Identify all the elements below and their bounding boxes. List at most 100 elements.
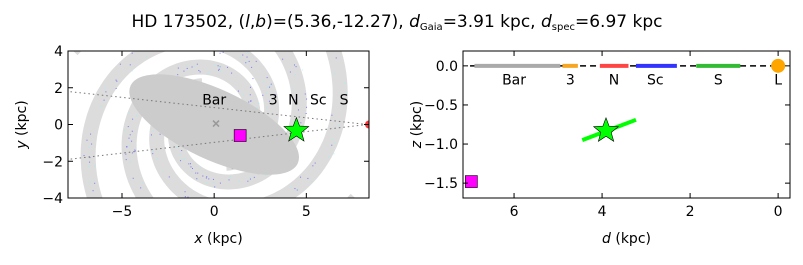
star-dot <box>249 212 250 213</box>
star-dot <box>256 61 257 62</box>
star-dot <box>311 181 312 182</box>
star-dot <box>334 142 335 143</box>
star-dot <box>128 126 129 127</box>
star-dot <box>201 41 202 42</box>
star-dot <box>306 99 307 100</box>
title-part: spec <box>552 22 575 33</box>
star-dot <box>103 30 104 31</box>
y-tick-label: 2 <box>54 81 63 97</box>
star-dot <box>152 153 153 154</box>
star-dot <box>240 57 241 58</box>
star-dot <box>249 61 250 62</box>
star-dot <box>190 232 191 233</box>
star-dot <box>126 159 127 160</box>
star-dot <box>88 147 89 148</box>
star-dot <box>315 163 316 164</box>
y-tick-label: −2 <box>42 154 63 170</box>
star-dot <box>220 43 221 44</box>
star-dot <box>200 71 201 72</box>
star-dot <box>201 209 202 210</box>
star-dot <box>190 166 191 167</box>
star-dot <box>205 39 206 40</box>
star-dot <box>328 157 329 158</box>
star-dot <box>294 188 295 189</box>
star-dot <box>206 182 207 183</box>
star-dot <box>92 209 93 210</box>
star-dot <box>247 181 248 182</box>
star-dot <box>131 141 132 142</box>
x-axis-label-part: d <box>602 231 611 247</box>
annotation: Sc <box>310 93 327 109</box>
star-dot <box>178 68 179 69</box>
marker-circle <box>771 59 785 73</box>
x-axis-label: x (kpc) <box>193 231 242 247</box>
star-dot <box>299 245 300 246</box>
star-dot <box>298 189 299 190</box>
x-tick-label: 0 <box>774 204 783 220</box>
star-dot <box>126 146 127 147</box>
x-tick-label: 4 <box>598 204 607 220</box>
annotation: N <box>288 93 298 109</box>
star-dot <box>282 59 283 60</box>
star-dot <box>197 173 198 174</box>
star-dot <box>251 100 252 101</box>
star-dot <box>177 74 178 75</box>
x-axis-label-part: (kpc) <box>203 231 243 247</box>
star-dot <box>331 115 332 116</box>
star-dot <box>132 119 133 120</box>
star-dot <box>247 202 248 203</box>
star-dot <box>307 178 308 179</box>
star-dot <box>191 171 192 172</box>
star-dot <box>157 158 158 159</box>
star-dot <box>151 134 152 135</box>
star-dot <box>184 159 185 160</box>
marker-star <box>594 118 619 142</box>
star-dot <box>296 1 297 2</box>
star-dot <box>258 103 259 104</box>
star-dot <box>196 178 197 179</box>
star-dot <box>231 43 232 44</box>
y-tick-label: 0.0 <box>436 59 458 75</box>
star-dot <box>90 134 91 135</box>
marker-square <box>465 176 477 188</box>
star-dot <box>172 37 173 38</box>
star-dot <box>219 208 220 209</box>
star-dot <box>188 163 189 164</box>
star-dot <box>185 34 186 35</box>
star-dot <box>254 209 255 210</box>
star-dot <box>176 47 177 48</box>
star-dot <box>167 220 168 221</box>
star-dot <box>332 139 333 140</box>
star-dot <box>208 73 209 74</box>
star-dot <box>296 66 297 67</box>
star-dot <box>262 95 263 96</box>
star-dot <box>306 241 307 242</box>
star-dot <box>336 57 337 58</box>
star-dot <box>160 215 161 216</box>
y-tick-label: −4 <box>42 191 63 207</box>
star-dot <box>132 53 133 54</box>
star-dot <box>200 167 201 168</box>
star-dot <box>300 122 301 123</box>
star-dot <box>193 39 194 40</box>
star-dot <box>142 182 143 183</box>
star-dot <box>223 40 224 41</box>
star-dot <box>187 66 188 67</box>
star-dot <box>281 201 282 202</box>
star-dot <box>239 8 240 9</box>
star-dot <box>267 87 268 88</box>
star-dot <box>295 74 296 75</box>
star-dot <box>214 64 215 65</box>
star-dot <box>309 2 310 3</box>
star-dot <box>290 72 291 73</box>
star-dot <box>94 183 95 184</box>
star-dot <box>195 173 196 174</box>
star-dot <box>219 67 220 68</box>
star-dot <box>250 177 251 178</box>
star-dot <box>206 176 207 177</box>
x-tick-label: −5 <box>112 204 133 220</box>
x-axis-label: d (kpc) <box>602 231 651 247</box>
star-dot <box>129 145 130 146</box>
star-dot <box>263 35 264 36</box>
star-dot <box>178 238 179 239</box>
